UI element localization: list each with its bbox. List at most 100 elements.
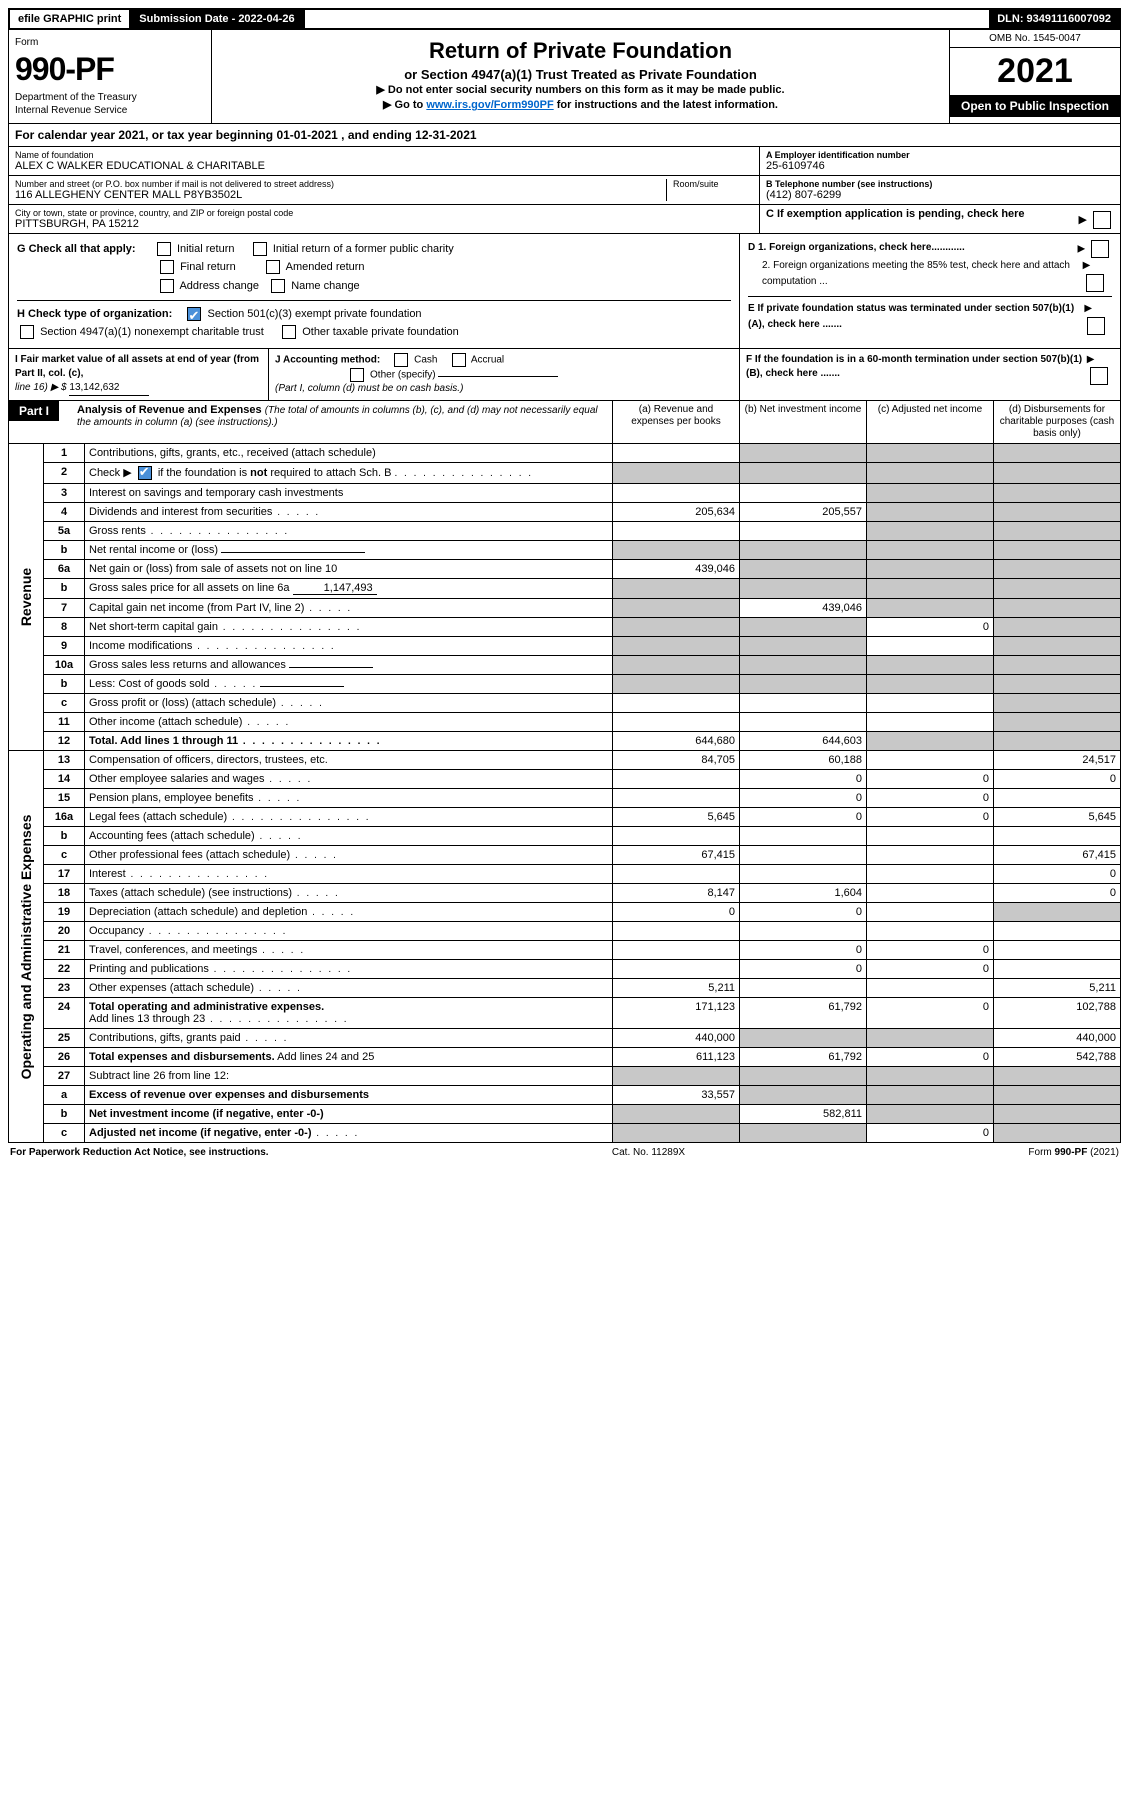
ln-24-desc: Total operating and administrative expen…: [85, 998, 613, 1029]
dept-label: Department of the Treasury: [15, 91, 205, 104]
ln-18-c: [867, 884, 994, 903]
ij-row: I Fair market value of all assets at end…: [8, 349, 1121, 401]
col-c-header: (c) Adjusted net income: [866, 401, 993, 443]
j-accrual-checkbox[interactable]: [452, 353, 466, 367]
j-other-checkbox[interactable]: [350, 368, 364, 382]
ln-17-desc: Interest: [85, 865, 613, 884]
ln-18-desc: Taxes (attach schedule) (see instruction…: [85, 884, 613, 903]
ln-1-b: [740, 444, 867, 463]
g-initial-return-checkbox[interactable]: [157, 242, 171, 256]
form-title: Return of Private Foundation: [224, 36, 937, 66]
ln-14: 14: [44, 770, 85, 789]
ln-19-d: [994, 903, 1121, 922]
checks-left: G Check all that apply: Initial return I…: [9, 234, 740, 348]
ln-11: 11: [44, 713, 85, 732]
form-header-right: OMB No. 1545-0047 2021 Open to Public In…: [949, 30, 1120, 123]
table-row: Revenue 1 Contributions, gifts, grants, …: [9, 444, 1121, 463]
ln-2-d: [994, 463, 1121, 484]
ln-12-b: 644,603: [740, 732, 867, 751]
ln-10a-a: [613, 656, 740, 675]
ln-15-b: 0: [740, 789, 867, 808]
g-initial-public-checkbox[interactable]: [253, 242, 267, 256]
part1-heading-cell: Analysis of Revenue and Expenses (The to…: [71, 401, 612, 443]
ln-17: 17: [44, 865, 85, 884]
ln-13: 13: [44, 751, 85, 770]
ln-14-desc: Other employee salaries and wages: [85, 770, 613, 789]
table-row: 5a Gross rents: [9, 522, 1121, 541]
form-header: Form 990-PF Department of the Treasury I…: [8, 30, 1121, 124]
e-checkbox[interactable]: [1087, 317, 1105, 335]
ln-22-d: [994, 960, 1121, 979]
ln-22-b: 0: [740, 960, 867, 979]
ln-7-c: [867, 599, 994, 618]
ln-16c-a: 67,415: [613, 846, 740, 865]
table-row: 25 Contributions, gifts, grants paid 440…: [9, 1029, 1121, 1048]
ln-16a-desc: Legal fees (attach schedule): [85, 808, 613, 827]
c-checkbox[interactable]: [1093, 211, 1111, 229]
g-final-return-checkbox[interactable]: [160, 260, 174, 274]
ln-14-a: [613, 770, 740, 789]
ln-6a: 6a: [44, 560, 85, 579]
g-amended-checkbox[interactable]: [266, 260, 280, 274]
form-instructions-link[interactable]: www.irs.gov/Form990PF: [426, 99, 553, 111]
ln-12: 12: [44, 732, 85, 751]
checks-section: G Check all that apply: Initial return I…: [8, 234, 1121, 349]
ln-21: 21: [44, 941, 85, 960]
ln-24-d: 102,788: [994, 998, 1121, 1029]
ln-12-a: 644,680: [613, 732, 740, 751]
page-footer: For Paperwork Reduction Act Notice, see …: [8, 1143, 1121, 1162]
ln-15-desc: Pension plans, employee benefits: [85, 789, 613, 808]
d1-checkbox[interactable]: [1091, 240, 1109, 258]
ln-1-a: [613, 444, 740, 463]
h-501c3-label: Section 501(c)(3) exempt private foundat…: [208, 308, 422, 320]
g-name-change-checkbox[interactable]: [271, 279, 285, 293]
ln-16a-a: 5,645: [613, 808, 740, 827]
h-other-checkbox[interactable]: [282, 325, 296, 339]
city-value: PITTSBURGH, PA 15212: [15, 218, 753, 230]
ln-22-a: [613, 960, 740, 979]
table-row: 18 Taxes (attach schedule) (see instruct…: [9, 884, 1121, 903]
irs-label: Internal Revenue Service: [15, 104, 205, 117]
g-label: G Check all that apply:: [17, 243, 136, 255]
street-value: 116 ALLEGHENY CENTER MALL P8YB3502L: [15, 189, 666, 201]
ln-2-b: [740, 463, 867, 484]
ln-27a-desc: Excess of revenue over expenses and disb…: [85, 1086, 613, 1105]
ein-cell: A Employer identification number 25-6109…: [760, 147, 1120, 176]
d2-checkbox[interactable]: [1086, 274, 1104, 292]
ln-27b: b: [44, 1105, 85, 1124]
h-4947-checkbox[interactable]: [20, 325, 34, 339]
revenue-section-label: Revenue: [9, 444, 44, 751]
ln-18-b: 1,604: [740, 884, 867, 903]
ln-1: 1: [44, 444, 85, 463]
ln-2-checkbox[interactable]: [138, 466, 152, 480]
efile-print-label[interactable]: efile GRAPHIC print: [10, 10, 131, 28]
ln-16c: c: [44, 846, 85, 865]
j-cash-checkbox[interactable]: [394, 353, 408, 367]
ln-16a-b: 0: [740, 808, 867, 827]
ln-23-a: 5,211: [613, 979, 740, 998]
g-address-change-checkbox[interactable]: [160, 279, 174, 293]
table-row: 17 Interest 0: [9, 865, 1121, 884]
ln-8-a: [613, 618, 740, 637]
ln-15: 15: [44, 789, 85, 808]
ln-20-c: [867, 922, 994, 941]
submission-date: Submission Date - 2022-04-26: [131, 10, 304, 28]
ln-10b: b: [44, 675, 85, 694]
ln-20: 20: [44, 922, 85, 941]
ln-23: 23: [44, 979, 85, 998]
ln-16a: 16a: [44, 808, 85, 827]
ln-23-b: [740, 979, 867, 998]
ln-25-d: 440,000: [994, 1029, 1121, 1048]
footer-left: For Paperwork Reduction Act Notice, see …: [10, 1147, 269, 1158]
g-opt-final: Final return: [180, 261, 236, 273]
table-row: b Net rental income or (loss): [9, 541, 1121, 560]
part1-badge: Part I: [9, 401, 59, 421]
table-row: 10a Gross sales less returns and allowan…: [9, 656, 1121, 675]
ln-6b-d: [994, 579, 1121, 599]
ln-27-c: [867, 1067, 994, 1086]
j-cash-label: Cash: [414, 355, 437, 366]
table-row: 23 Other expenses (attach schedule) 5,21…: [9, 979, 1121, 998]
h-501c3-checkbox[interactable]: [187, 307, 201, 321]
ln-12-c: [867, 732, 994, 751]
f-checkbox[interactable]: [1090, 367, 1108, 385]
